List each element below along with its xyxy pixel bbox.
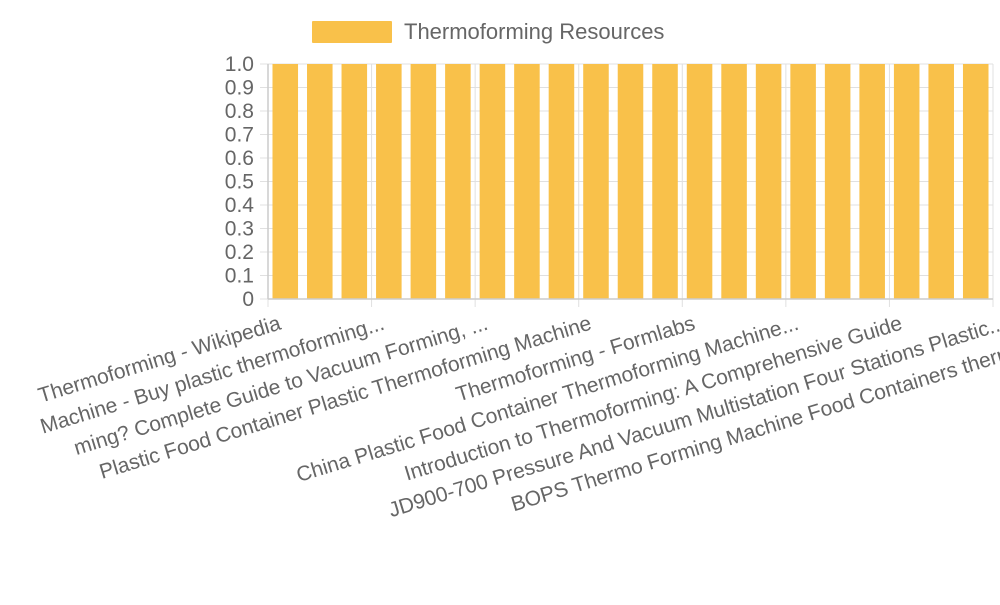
- y-tick-label: 0.1: [225, 265, 254, 288]
- bar[interactable]: [652, 64, 678, 299]
- bar[interactable]: [479, 64, 506, 299]
- bar[interactable]: [307, 64, 333, 299]
- bar[interactable]: [755, 64, 782, 299]
- y-tick-label: 0.8: [225, 100, 254, 123]
- legend-label: Thermoforming Resources: [404, 19, 664, 44]
- y-tick-label: 0.6: [225, 147, 254, 170]
- bar[interactable]: [686, 64, 713, 299]
- y-tick-label: 0.5: [225, 171, 254, 194]
- legend-swatch[interactable]: [312, 21, 392, 43]
- bar[interactable]: [445, 64, 471, 299]
- axes: [267, 64, 993, 300]
- bar[interactable]: [341, 64, 368, 299]
- y-tick-label: 0.4: [225, 194, 255, 217]
- bar[interactable]: [721, 64, 747, 299]
- y-tick-label: 0.3: [225, 218, 254, 241]
- y-tick-label: 0.2: [225, 241, 254, 264]
- bar[interactable]: [790, 64, 816, 299]
- bar[interactable]: [548, 64, 575, 299]
- y-tick-label: 0.7: [225, 124, 254, 147]
- bar[interactable]: [928, 64, 954, 299]
- bar[interactable]: [617, 64, 644, 299]
- y-tick-label: 0.9: [225, 77, 254, 100]
- bar[interactable]: [272, 64, 299, 299]
- bar[interactable]: [376, 64, 402, 299]
- bar[interactable]: [859, 64, 885, 299]
- legend[interactable]: Thermoforming Resources: [312, 19, 664, 44]
- y-tick-label: 1.0: [225, 53, 254, 76]
- y-tick-labels: 00.10.20.30.40.50.60.70.80.91.0: [225, 53, 255, 311]
- bar[interactable]: [583, 64, 609, 299]
- bar[interactable]: [824, 64, 851, 299]
- bar[interactable]: [514, 64, 540, 299]
- bars: [272, 64, 989, 299]
- bar[interactable]: [410, 64, 437, 299]
- y-tick-label: 0: [242, 288, 254, 311]
- bar[interactable]: [893, 64, 920, 299]
- bar[interactable]: [962, 64, 989, 299]
